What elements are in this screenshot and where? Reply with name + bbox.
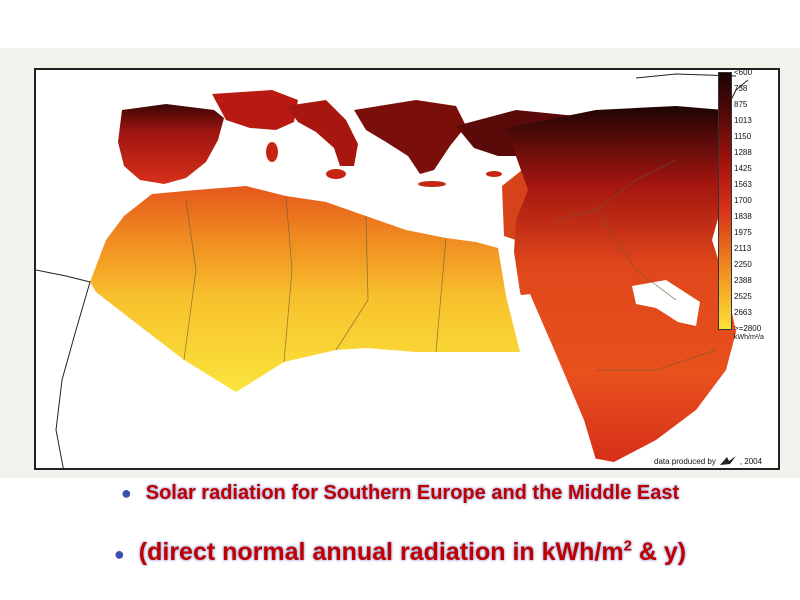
legend-tick-label: <600 — [734, 68, 753, 77]
legend-tick-label: 2388 — [734, 276, 752, 285]
legend-tick-label: 1013 — [734, 116, 752, 125]
red-sea — [514, 294, 596, 462]
dlr-logo-icon — [719, 456, 736, 465]
north-africa-region — [90, 186, 520, 392]
legend-tick-label: 875 — [734, 100, 748, 109]
sicily-island — [326, 169, 346, 179]
bullet-text-2-suffix: & y) — [631, 538, 687, 566]
legend-tick-label: 1425 — [734, 164, 752, 173]
legend-tick-label: 1288 — [734, 148, 752, 157]
legend-tick-label: 2525 — [734, 292, 752, 301]
arabia-region — [506, 106, 736, 462]
bullet-line-2: ● (direct normal annual radiation in kWh/… — [0, 538, 800, 567]
legend-tick-label: 2663 — [734, 308, 752, 317]
legend-tick-label: 1563 — [734, 180, 752, 189]
legend-color-bar — [718, 72, 732, 330]
bullet-text-2-prefix: (direct normal annual radiation in kWh/m — [138, 538, 624, 566]
data-credit: data produced by , 2004 — [654, 455, 762, 467]
credit-text: data produced by — [654, 456, 716, 466]
solar-radiation-map — [34, 68, 780, 470]
legend-tick-label: 1975 — [734, 228, 752, 237]
cyprus-island — [486, 171, 502, 177]
credit-year: , 2004 — [739, 456, 763, 466]
bullet-text-2-superscript: 2 — [623, 537, 632, 555]
legend-tick-label: 1150 — [734, 132, 752, 141]
crete-island — [418, 181, 446, 187]
persian-gulf — [632, 280, 700, 326]
legend-tick-label: 738 — [734, 84, 748, 93]
legend: <600 738 875 1013 1150 1288 1425 1563 1700 1838 19… — [718, 68, 778, 344]
sardinia-island — [266, 142, 278, 162]
legend-tick-label: >=2800 — [734, 324, 762, 333]
bullet-line-1: ● Solar radiation for Southern Europe and… — [0, 482, 800, 505]
bullet-icon: ● — [113, 544, 125, 564]
legend-tick-label: 2250 — [734, 260, 752, 269]
bullet-text-1: Solar radiation for Southern Europe and … — [145, 482, 680, 504]
legend-tick-label: 1838 — [734, 212, 752, 221]
iberia-region — [118, 104, 224, 184]
country-borders — [183, 159, 717, 371]
italy-region — [286, 100, 358, 166]
map-graphic — [36, 73, 749, 468]
legend-tick-label: 2113 — [734, 244, 752, 253]
legend-tick-label: 1700 — [734, 196, 752, 205]
france-region — [212, 90, 298, 130]
bullet-icon: ● — [120, 483, 132, 503]
legend-unit: kWh/m²/a — [734, 334, 764, 341]
balkans-region — [354, 100, 466, 174]
